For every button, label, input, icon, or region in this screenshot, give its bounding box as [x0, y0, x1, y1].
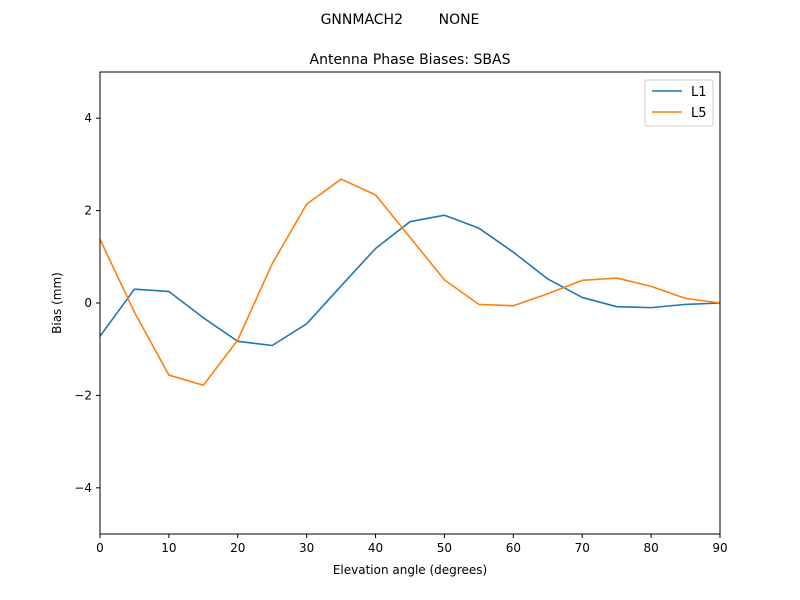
x-tick-label: 30 — [299, 541, 314, 555]
x-tick-label: 80 — [643, 541, 658, 555]
x-tick-label: 60 — [506, 541, 521, 555]
y-tick-label: −2 — [74, 388, 92, 402]
chart-title: Antenna Phase Biases: SBAS — [310, 52, 511, 68]
y-axis-label: Bias (mm) — [50, 272, 64, 334]
series-line-l5 — [99, 178, 721, 387]
y-tick-label: 2 — [84, 204, 92, 218]
x-tick-label: 0 — [96, 541, 104, 555]
chart-suptitle: GNNMACH2 NONE — [321, 12, 480, 28]
y-tick-label: 0 — [84, 296, 92, 310]
x-tick-label: 20 — [230, 541, 245, 555]
plot-frame — [99, 71, 721, 535]
x-tick-label: 70 — [575, 541, 590, 555]
x-axis-ticks: 0 10 20 30 40 50 60 70 80 90 — [96, 534, 728, 555]
legend-label-l1: L1 — [691, 85, 707, 100]
y-tick-label: 4 — [84, 111, 92, 125]
x-axis-label: Elevation angle (degrees) — [333, 563, 487, 577]
y-axis-ticks: −4 −2 0 2 4 — [74, 111, 100, 495]
x-tick-label: 10 — [161, 541, 176, 555]
x-tick-label: 90 — [712, 541, 727, 555]
plot-area — [100, 72, 720, 534]
plot-lines — [99, 178, 721, 387]
legend-label-l5: L5 — [691, 106, 707, 121]
y-tick-label: −4 — [74, 481, 92, 495]
x-tick-label: 50 — [437, 541, 452, 555]
series-line-l1 — [99, 214, 721, 347]
x-tick-label: 40 — [368, 541, 383, 555]
